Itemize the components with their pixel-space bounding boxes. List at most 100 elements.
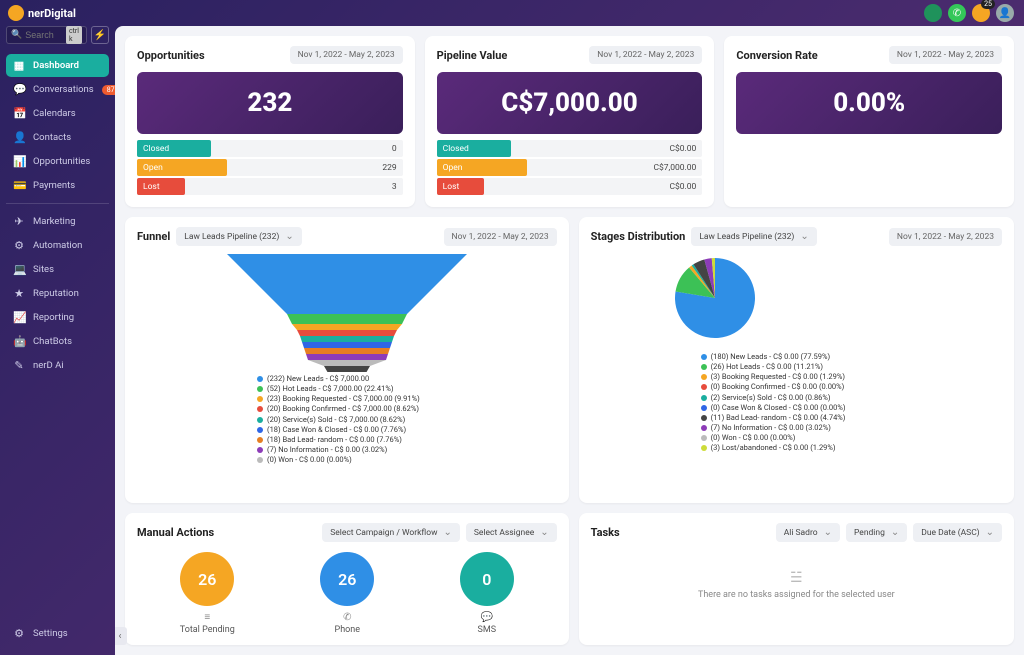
funnel-pipeline-select[interactable]: Law Leads Pipeline (232) [176,227,301,246]
topbar: ✆ 25 👤 [0,0,1024,26]
nav-icon: ▦ [13,59,25,72]
sidebar-settings[interactable]: ⚙ Settings [6,622,109,645]
opportunities-value: 232 [137,72,403,134]
legend-item: (20) Booking Confirmed - C$ 7,000.00 (8.… [257,404,557,414]
pipeline-daterange[interactable]: Nov 1, 2022 - May 2, 2023 [589,46,702,64]
nav-icon: ✈ [13,215,25,228]
status-row: LostC$0.00 [437,178,703,195]
sidebar-item-contacts[interactable]: 👤Contacts [6,126,109,149]
legend-item: (180) New Leads - C$ 0.00 (77.59%) [701,352,1002,362]
legend-item: (0) Booking Confirmed - C$ 0.00 (0.00%) [701,382,1002,392]
opportunities-title: Opportunities [137,49,205,62]
funnel-title: Funnel [137,230,170,243]
legend-item: (11) Bad Lead- random - C$ 0.00 (4.74%) [701,413,1002,423]
sidebar-item-nerd-ai[interactable]: ✎nerD Ai [6,354,109,377]
topbar-notify-icon[interactable]: 25 [972,4,990,22]
sidebar-item-dashboard[interactable]: ▦ Dashboard [6,54,109,77]
card-pipeline-value: Pipeline Value Nov 1, 2022 - May 2, 2023… [425,36,715,207]
sidebar-item-conversations[interactable]: 💬Conversations87 [6,78,109,101]
nav-icon: 💬 [13,83,25,96]
tasks-title: Tasks [591,526,620,539]
status-row: OpenC$7,000.00 [437,159,703,176]
legend-item: (0) Case Won & Closed - C$ 0.00 (0.00%) [701,403,1002,413]
search-input[interactable] [25,30,66,40]
brand-logo [8,5,24,21]
nav-icon: 📊 [13,155,25,168]
nav-label: nerD Ai [33,360,64,371]
sidebar-collapse[interactable]: ‹ [115,627,127,645]
card-stages: Stages Distribution Law Leads Pipeline (… [579,217,1014,503]
topbar-chat-icon[interactable] [924,4,942,22]
legend-item: (23) Booking Requested - C$ 7,000.00 (9.… [257,394,557,404]
nav-icon: 🤖 [13,335,25,348]
tasks-user-select[interactable]: Ali Sadro [776,523,840,542]
nav-icon: 📅 [13,107,25,120]
legend-item: (18) Case Won & Closed - C$ 0.00 (7.76%) [257,425,557,435]
legend-item: (0) Won - C$ 0.00 (0.00%) [257,455,557,465]
sidebar-item-opportunities[interactable]: 📊Opportunities [6,150,109,173]
nav-label: Payments [33,180,75,191]
bolt-button[interactable]: ⚡ [91,26,109,44]
stages-title: Stages Distribution [591,230,686,243]
legend-item: (232) New Leads - C$ 7,000.00 [257,374,557,384]
nav-label: Reporting [33,312,74,323]
main-content: ‹ Opportunities Nov 1, 2022 - May 2, 202… [115,26,1024,655]
conversion-daterange[interactable]: Nov 1, 2022 - May 2, 2023 [889,46,1002,64]
search-box[interactable]: 🔍 ctrl k [6,26,87,44]
stages-pipeline-select[interactable]: Law Leads Pipeline (232) [691,227,816,246]
stages-daterange[interactable]: Nov 1, 2022 - May 2, 2023 [889,228,1002,246]
legend-item: (7) No Information - C$ 0.00 (3.02%) [701,423,1002,433]
nav-label: Marketing [33,216,75,227]
action-phone[interactable]: 26✆Phone [320,552,374,635]
sidebar-item-reputation[interactable]: ★Reputation [6,282,109,305]
search-shortcut: ctrl k [66,26,82,44]
legend-item: (26) Hot Leads - C$ 0.00 (11.21%) [701,362,1002,372]
sidebar-item-automation[interactable]: ⚙ Automation [6,234,109,257]
sidebar-item-marketing[interactable]: ✈ Marketing [6,210,109,233]
manual-actions-title: Manual Actions [137,526,214,539]
funnel-daterange[interactable]: Nov 1, 2022 - May 2, 2023 [444,228,557,246]
tasks-status-select[interactable]: Pending [846,523,907,542]
topbar-avatar[interactable]: 👤 [996,4,1014,22]
legend-item: (2) Service(s) Sold - C$ 0.00 (0.86%) [701,393,1002,403]
nav-label: Automation [33,240,82,251]
nav-label: Conversations [33,84,94,95]
sidebar-item-reporting[interactable]: 📈 Reporting [6,306,109,329]
tasks-empty-state: ☱ There are no tasks assigned for the se… [591,550,1002,620]
legend-item: (0) Won - C$ 0.00 (0.00%) [701,433,1002,443]
status-row: ClosedC$0.00 [437,140,703,157]
card-funnel: Funnel Law Leads Pipeline (232) Nov 1, 2… [125,217,569,503]
gear-icon: ⚙ [13,627,25,640]
nav-label: Sites [33,264,54,275]
card-tasks: Tasks Ali Sadro Pending Due Date (ASC) ☱… [579,513,1014,645]
pipeline-title: Pipeline Value [437,49,508,62]
brand: nerDigital [0,0,115,26]
card-opportunities: Opportunities Nov 1, 2022 - May 2, 2023 … [125,36,415,207]
status-row: Lost3 [137,178,403,195]
opportunities-daterange[interactable]: Nov 1, 2022 - May 2, 2023 [290,46,403,64]
action-total-pending[interactable]: 26≡Total Pending [180,552,235,635]
sidebar-item-chatbots[interactable]: 🤖ChatBots [6,330,109,353]
nav-label: Contacts [33,132,71,143]
status-row: Closed0 [137,140,403,157]
nav-icon: ⚙ [13,239,25,252]
legend-item: (3) Booking Requested - C$ 0.00 (1.29%) [701,372,1002,382]
select-assignee[interactable]: Select Assignee [466,523,557,542]
conversion-title: Conversion Rate [736,49,817,62]
sidebar-item-sites[interactable]: 💻Sites [6,258,109,281]
sidebar-item-payments[interactable]: 💳Payments [6,174,109,197]
tasks-sort-select[interactable]: Due Date (ASC) [913,523,1002,542]
conversion-value: 0.00% [736,72,1002,134]
card-conversion-rate: Conversion Rate Nov 1, 2022 - May 2, 202… [724,36,1014,207]
topbar-call-icon[interactable]: ✆ [948,4,966,22]
legend-item: (52) Hot Leads - C$ 7,000.00 (22.41%) [257,384,557,394]
legend-item: (3) Lost/abandoned - C$ 0.00 (1.29%) [701,443,1002,453]
pipeline-value: C$7,000.00 [437,72,703,134]
select-campaign[interactable]: Select Campaign / Workflow [322,523,460,542]
nav-label: Dashboard [33,60,79,71]
nav-icon: 📈 [13,311,25,324]
action-sms[interactable]: 0💬SMS [460,552,514,635]
sidebar-item-calendars[interactable]: 📅Calendars [6,102,109,125]
brand-name: nerDigital [28,7,76,20]
legend-item: (20) Service(s) Sold - C$ 7,000.00 (8.62… [257,415,557,425]
